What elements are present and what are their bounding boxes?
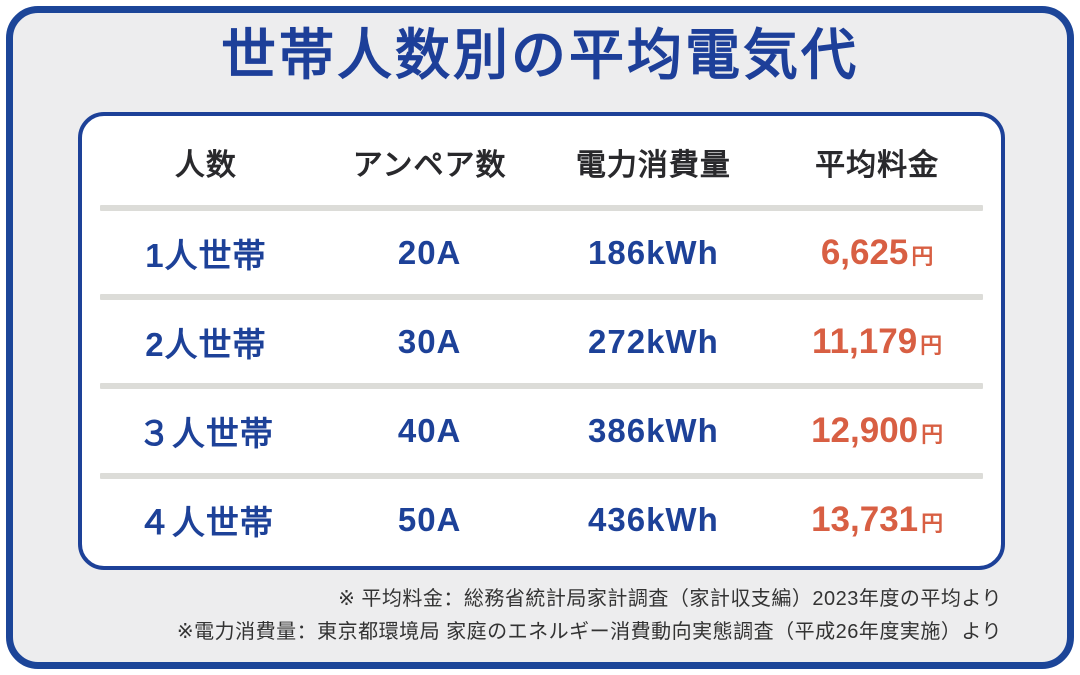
header-cell-amperage: アンペア数 — [352, 149, 507, 183]
row-divider — [100, 294, 983, 301]
cell-household: 2人世帯 — [145, 325, 267, 363]
cell-price: 13,731 円 — [765, 500, 989, 540]
yen-suffix: 円 — [921, 422, 944, 448]
cell-amperage: 50A — [397, 501, 462, 539]
row-divider — [100, 472, 983, 479]
header-cell-consumption: 電力消費量 — [575, 149, 731, 183]
cell-price: 11,179 円 — [765, 322, 989, 362]
table-row-2: 2人世帯 30A 272kWh 11,179 円 — [94, 300, 989, 383]
yen-suffix: 円 — [921, 511, 944, 537]
table-header-row: 人数 アンペア数 電力消費量 平均料金 — [94, 120, 989, 205]
footnote-line-1: ※ 平均料金：総務省統計局家計調査（家計収支編）2023年度の平均より — [338, 588, 1002, 610]
cell-consumption: 386kWh — [588, 412, 719, 450]
source-footnotes: ※ 平均料金：総務省統計局家計調査（家計収支編）2023年度の平均より ※電力消… — [177, 583, 1002, 649]
cell-household: 1人世帯 — [145, 236, 267, 274]
price-value: 12,900 — [811, 411, 919, 451]
cell-amperage: 30A — [397, 322, 462, 360]
cell-household: ３人世帯 — [137, 415, 274, 453]
table-row-3: ３人世帯 40A 386kWh 12,900 円 — [94, 389, 989, 472]
cell-household: ４人世帯 — [137, 504, 274, 542]
price-value: 13,731 — [811, 500, 919, 540]
footnote-line-2: ※電力消費量：東京都環境局 家庭のエネルギー消費動向実態調査（平成26年度実施）… — [176, 621, 1002, 643]
cell-consumption: 436kWh — [588, 501, 719, 539]
price-value: 6,625 — [820, 232, 909, 272]
cell-amperage: 20A — [397, 233, 462, 271]
data-table-card: 人数 アンペア数 電力消費量 平均料金 1人世帯 20A 186kWh 6,62… — [78, 112, 1005, 570]
table-row-1: 1人世帯 20A 186kWh 6,625 円 — [94, 211, 989, 294]
header-cell-price: 平均料金 — [815, 149, 940, 183]
cell-consumption: 186kWh — [588, 233, 719, 271]
cell-price: 12,900 円 — [765, 411, 989, 451]
page-title: 世帯人数別の平均電気代 — [220, 24, 859, 86]
price-value: 11,179 — [812, 321, 918, 361]
cell-amperage: 40A — [397, 412, 462, 450]
yen-suffix: 円 — [920, 332, 943, 358]
header-cell-people: 人数 — [174, 149, 237, 183]
cell-consumption: 272kWh — [588, 322, 719, 360]
row-divider — [100, 204, 983, 211]
row-divider — [100, 383, 983, 390]
table-row-4: ４人世帯 50A 436kWh 13,731 円 — [94, 479, 989, 562]
cell-price: 6,625 円 — [765, 233, 989, 273]
yen-suffix: 円 — [911, 243, 934, 269]
